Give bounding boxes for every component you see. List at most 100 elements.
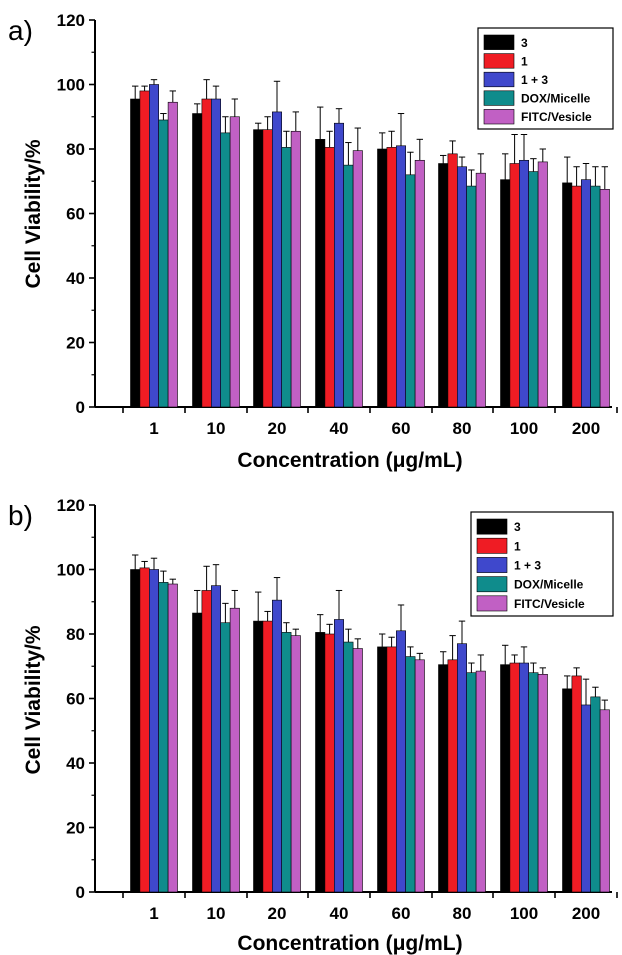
legend-swatch [476,557,508,573]
legend-swatch [483,90,515,106]
bar [405,174,416,408]
x-axis-title-a: Concentration (μg/mL) [237,449,462,472]
y-tick-label: 0 [76,883,85,902]
y-tick-label: 40 [66,754,85,773]
bar [580,704,591,893]
bar [447,153,458,408]
bar [438,163,449,408]
y-tick-label: 20 [66,334,85,353]
bar [414,159,425,408]
x-tick-label: 40 [330,904,349,923]
bar [201,98,212,408]
legend-swatch [483,34,515,50]
bar [518,662,529,893]
bar [447,659,458,893]
legend-label: FITC/Vesicle [514,597,585,611]
bar [528,672,539,893]
bar [281,147,292,408]
legend-swatch [476,537,508,554]
bar [571,185,582,408]
bar [211,98,222,408]
legend-label: DOX/Micelle [514,578,584,592]
bar [130,98,141,408]
bar [192,113,203,408]
bar [315,139,326,408]
x-tick-label: 100 [510,904,538,923]
bar [139,567,150,893]
bar [528,171,539,408]
y-tick-label: 20 [66,819,85,838]
bar [315,632,326,893]
x-tick-label: 60 [392,904,411,923]
bar [377,646,388,893]
bar [149,569,160,893]
bar [130,569,141,893]
y-tick-label: 60 [66,690,85,709]
x-tick-label: 100 [510,419,538,438]
bar [139,90,150,408]
bar [414,659,425,893]
bar [290,130,301,408]
y-tick-label: 100 [57,76,85,95]
y-tick-label: 100 [57,561,85,580]
bar [167,583,178,893]
x-axis-title-b: Concentration (μg/mL) [237,932,462,955]
legend-label: 1 [514,539,521,553]
x-tick-label: 200 [572,419,600,438]
x-tick-label: 1 [149,904,158,923]
bar [262,620,273,893]
legend-label: DOX/Micelle [521,92,591,106]
y-axis-title-a: Cell Viability/% [22,139,45,288]
bar [590,185,601,408]
plot-area-a: 0 20 40 60 80 100 120 1 10 20 40 60 80 100 200 [57,11,618,438]
bar [281,632,292,893]
bar [253,620,264,893]
panel-label-b: b) [8,500,33,531]
bar [456,643,467,893]
bar [405,656,416,893]
bar [167,101,178,408]
bar [395,145,406,408]
y-tick-label: 40 [66,269,85,288]
bar [509,163,520,408]
chart-panel-a: a) 0 20 40 60 80 100 120 1 10 20 40 60 80 100 200 3 1 1 … [8,11,618,472]
bar [352,150,363,408]
bar [438,664,449,893]
bar [343,164,354,408]
bar [537,161,548,408]
bar [149,84,160,408]
bar [158,582,169,893]
legend-swatch [476,595,508,612]
bar [253,129,264,408]
panel-label-a: a) [8,15,33,46]
bar [211,585,222,893]
bar [158,119,169,408]
y-tick-label: 60 [66,205,85,224]
bar [509,662,520,893]
bar [343,641,354,893]
legend-label: 1 + 3 [521,73,548,87]
bar [192,612,203,893]
bar [229,116,240,408]
x-tick-label: 60 [392,419,411,438]
bar [590,696,601,893]
legend-label: FITC/Vesicle [521,110,592,124]
bar [537,674,548,893]
bar [599,189,610,408]
bar [201,590,212,893]
bar [562,688,573,893]
bar [324,147,335,408]
bar [466,185,477,408]
x-tick-label: 10 [207,904,226,923]
bar [518,159,529,408]
bar [377,148,388,408]
bar [395,630,406,893]
y-tick-label: 80 [66,625,85,644]
chart-panel-b: b) 0 20 40 60 80 100 120 1 10 20 40 60 80 100 200 3 1 1 … [8,496,618,955]
legend-swatch [483,53,515,69]
y-tick-label: 120 [57,496,85,515]
bar [220,622,231,893]
legend-label: 3 [514,520,521,534]
bar [562,182,573,408]
